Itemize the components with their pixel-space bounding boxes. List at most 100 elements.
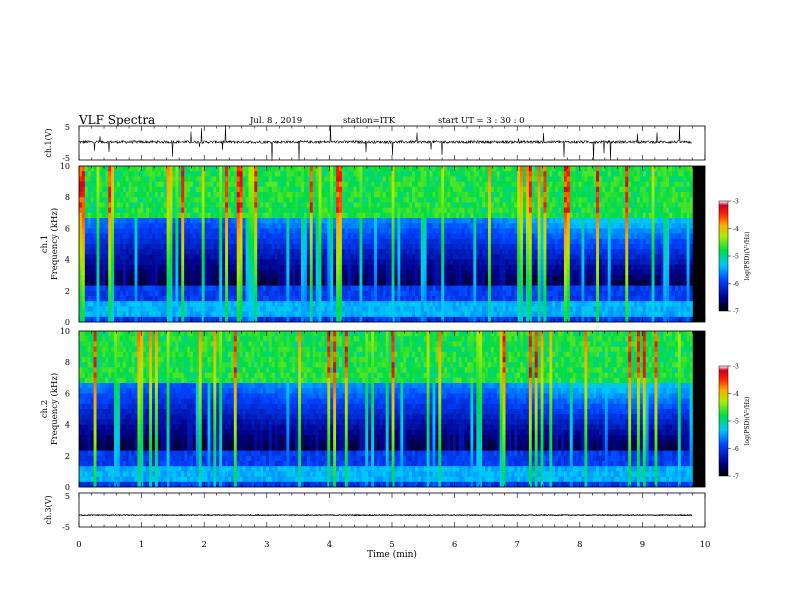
spectrogram-cell [190,238,194,245]
spectrogram-cell [242,238,246,245]
spectrogram-cell [149,311,153,318]
spectrogram-cell [432,285,436,292]
spectrogram-cell [412,244,416,250]
spectrogram-cell [309,233,314,240]
spectrogram-cell [227,259,232,266]
spectrogram-cell [154,270,159,276]
spectrogram-cell [216,212,220,219]
spectrogram-cell [210,197,214,203]
spectrogram-cell [333,311,337,318]
spectrogram-cell [409,311,413,318]
spectrogram-cell [362,212,366,219]
spectrogram-cell [96,192,100,198]
spectrogram-cell [248,186,252,193]
spectrogram-cell [493,285,498,292]
spectrogram-cell [339,316,343,323]
spectrogram-cell [134,296,138,302]
spectrogram-cell [157,275,162,281]
spectrogram-cell [102,301,106,307]
spectrogram-cell [426,197,430,203]
spectrogram-cell [467,311,471,318]
spectrogram-cell [222,166,226,172]
spectrogram-cell [444,181,448,188]
spectrogram-cell [301,270,305,276]
spectrogram-cell [248,176,252,182]
spectrogram-cell [268,301,273,307]
spectrogram-cell [248,244,252,250]
spectrogram-cell [81,311,86,318]
spectrogram-cell [242,218,246,224]
spectrogram-cell [409,186,413,193]
spectrogram-cell [257,254,261,260]
spectrogram-cell [160,218,165,224]
spectrogram-cell [233,259,238,266]
spectrogram-cell [505,264,509,271]
spectrogram-cell [517,218,521,224]
spectrogram-cell [490,186,495,193]
spectrogram-cell [122,290,127,297]
spectrogram-cell [429,228,433,234]
spectrogram-cell [479,259,483,266]
ch1-waveform-trace [79,124,693,162]
spectrogram-cell [341,223,346,229]
spectrogram-cell [122,264,127,271]
spectrogram-cell [280,296,284,302]
spectrogram-cell [295,264,299,271]
spectrogram-cell [417,202,422,208]
spectrogram-cell [406,316,410,323]
spectrogram-cell [245,244,249,250]
spectrogram-cell [102,270,106,276]
spectrogram-cell [160,202,165,208]
spectrogram-cell [417,254,422,260]
spectrogram-cell [479,264,483,271]
spectrogram-cell [520,212,524,219]
spectrogram-cell [201,171,205,177]
spectrogram-cell [254,275,258,281]
spectrogram-cell [490,181,495,188]
spectrogram-cell [119,280,124,286]
spectrogram-cell [265,176,270,182]
spectrogram-cell [230,171,235,177]
spectrogram-cell [236,254,240,260]
spectrogram-cell [447,233,451,240]
spectrogram-cell [119,249,124,255]
spectrogram-cell [426,218,430,224]
spectrogram-cell [84,311,89,318]
spectrogram-cell [192,316,197,323]
spectrogram-cell [438,290,442,297]
spectrogram-cell [125,275,129,281]
spectrogram-cell [347,306,351,312]
spectrogram-cell [128,259,132,266]
spectrogram-cell [374,275,378,281]
spectrogram-cell [81,285,86,292]
spectrogram-cell [286,186,290,193]
spectrogram-cell [227,223,232,229]
spectrogram-cell [333,228,337,234]
spectrogram-cell [403,186,407,193]
spectrogram-cell [263,238,267,245]
spectrogram-cell [546,202,550,208]
spectrogram-cell [230,186,235,193]
spectrogram-cell [394,176,398,182]
spectrogram-cell [105,207,109,214]
spectrogram-cell [233,316,238,323]
spectrogram-cell [289,197,293,203]
spectrogram-cell [274,181,278,188]
spectrogram-cell [119,316,124,323]
spectrogram-cell [265,181,270,188]
spectrogram-cell [277,223,281,229]
spectrogram-cell [105,197,109,203]
spectrogram-cell [216,316,220,323]
spectrogram-cell [280,228,284,234]
spectrogram-cell [499,296,503,302]
spectrogram-cell [490,218,495,224]
spectrogram-cell [435,223,439,229]
spectrogram-cell [546,254,550,260]
spectrogram-cell [426,176,430,182]
spectrogram-cell [400,166,404,172]
spectrogram-cell [336,207,340,214]
spectrogram-cell [502,192,506,198]
spectrogram-cell [333,296,337,302]
spectrogram-cell [406,311,410,318]
spectrogram-cell [87,181,91,188]
